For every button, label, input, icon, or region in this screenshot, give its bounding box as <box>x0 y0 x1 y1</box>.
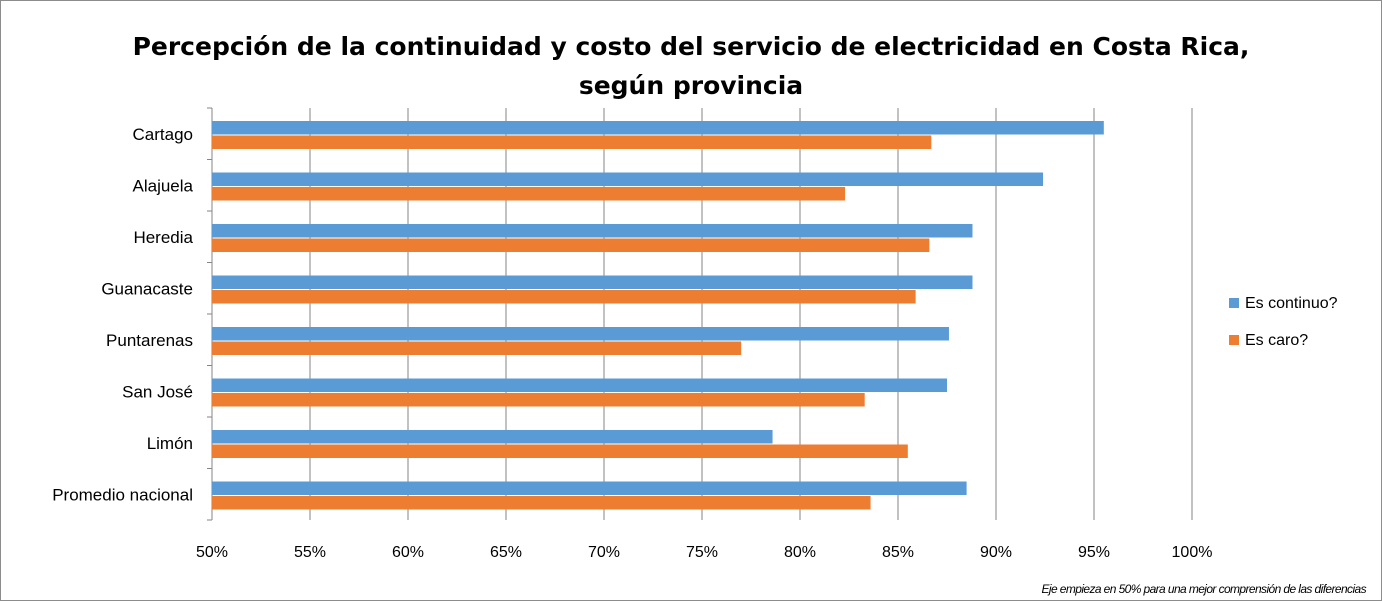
bar-es-caro <box>212 187 846 201</box>
x-tick-label: 50% <box>196 544 228 561</box>
x-tick-label: 55% <box>294 544 326 561</box>
category-label: Alajuela <box>133 176 194 195</box>
chart-title-line-2: según provincia <box>579 71 803 100</box>
category-label: Cartago <box>133 125 193 144</box>
x-tick-label: 80% <box>784 544 816 561</box>
axis-note: Eje empieza en 50% para una mejor compre… <box>1042 582 1367 596</box>
x-tick-label: 100% <box>1172 544 1213 561</box>
legend-swatch <box>1229 335 1239 345</box>
category-label: Promedio nacional <box>52 485 193 504</box>
bar-es-caro <box>212 341 742 355</box>
category-label: Heredia <box>133 228 193 247</box>
category-label: Puntarenas <box>106 331 193 350</box>
x-tick-label: 65% <box>490 544 522 561</box>
x-tick-label: 95% <box>1078 544 1110 561</box>
legend-label: Es caro? <box>1245 332 1308 349</box>
bar-es-continuo <box>212 275 973 289</box>
bar-es-continuo <box>212 378 947 392</box>
x-tick-label: 85% <box>882 544 914 561</box>
bar-es-caro <box>212 135 932 149</box>
chart-title-line-1: Percepción de la continuidad y costo del… <box>133 32 1250 61</box>
x-tick-label: 75% <box>686 544 718 561</box>
bar-es-caro <box>212 393 865 407</box>
category-label: Guanacaste <box>101 279 193 298</box>
bar-es-caro <box>212 496 871 510</box>
x-tick-label: 60% <box>392 544 424 561</box>
x-tick-label: 70% <box>588 544 620 561</box>
bar-es-caro <box>212 290 916 304</box>
category-label: San José <box>122 382 193 401</box>
bar-es-continuo <box>212 327 949 341</box>
legend-label: Es continuo? <box>1245 295 1338 312</box>
category-label: Limón <box>147 434 193 453</box>
bar-es-continuo <box>212 224 973 238</box>
legend-swatch <box>1229 298 1239 308</box>
bar-es-continuo <box>212 121 1104 135</box>
bar-es-continuo <box>212 430 773 444</box>
x-tick-label: 90% <box>980 544 1012 561</box>
bar-es-caro <box>212 238 930 252</box>
bar-es-caro <box>212 444 908 458</box>
bar-es-continuo <box>212 172 1044 186</box>
bar-es-continuo <box>212 481 967 495</box>
